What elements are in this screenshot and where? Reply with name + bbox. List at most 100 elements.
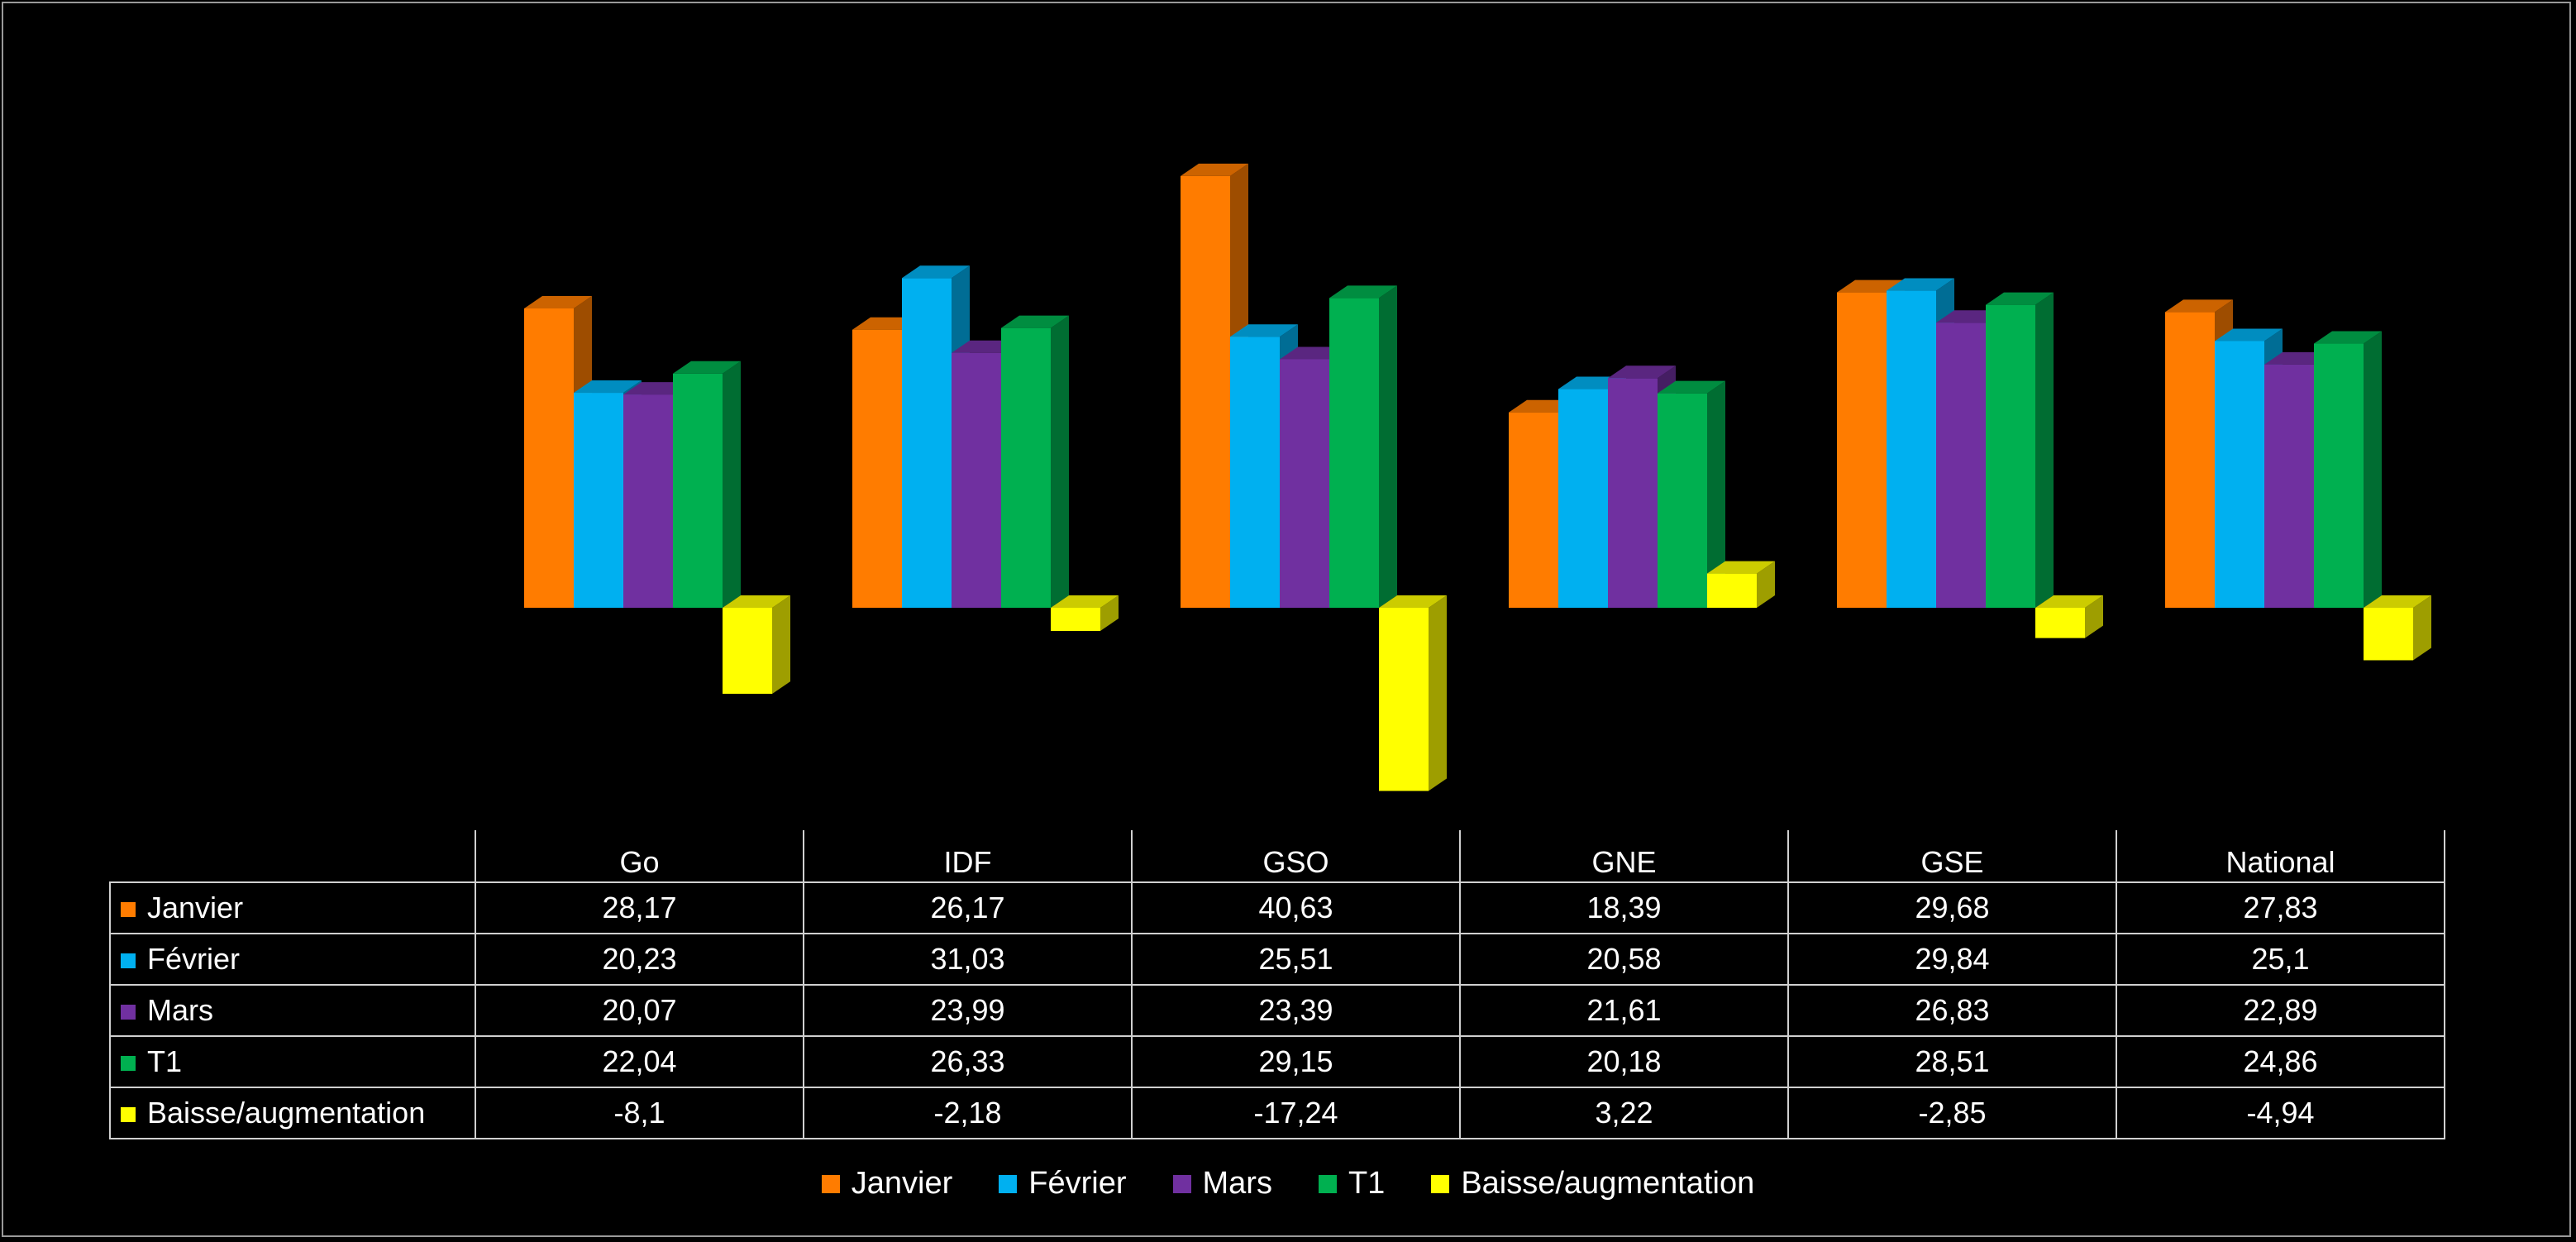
bar-group-idf — [852, 265, 1119, 632]
data-cell: 20,58 — [1459, 933, 1789, 986]
bar-top — [1608, 365, 1676, 379]
bar-side — [772, 595, 790, 695]
category-label: IDF — [803, 830, 1133, 883]
series-swatch — [121, 902, 136, 917]
category-label: Go — [475, 830, 804, 883]
series-name: Janvier — [147, 891, 244, 924]
bar-top — [2035, 595, 2103, 608]
data-cell: 21,61 — [1459, 984, 1789, 1037]
data-cell: 25,51 — [1131, 933, 1461, 986]
series-swatch — [121, 953, 136, 968]
bar-gso-4 — [1379, 595, 1447, 791]
series-name: T1 — [147, 1044, 183, 1078]
bar-top — [1986, 292, 2054, 305]
bar-gso-3 — [1329, 285, 1397, 608]
legend-label: Mars — [1202, 1166, 1272, 1201]
bar-go-4 — [723, 595, 790, 695]
bar-front — [1837, 292, 1887, 608]
bar-top — [1181, 163, 1248, 176]
bar-idf-3 — [1001, 315, 1069, 608]
data-cell: 18,39 — [1459, 881, 1789, 934]
legend-label: T1 — [1348, 1166, 1386, 1201]
data-cell: 29,84 — [1787, 933, 2117, 986]
legend-item: T1 — [1318, 1166, 1386, 1201]
bar-gne-4 — [1707, 561, 1775, 608]
legend-item: Baisse/augmentation — [1431, 1166, 1754, 1201]
bar-top — [1658, 380, 1725, 394]
data-cell: 40,63 — [1131, 881, 1461, 934]
bar-front — [2264, 364, 2314, 608]
series-row-label: Mars — [109, 984, 476, 1037]
bar-front — [2035, 608, 2085, 638]
bar-top — [1329, 285, 1397, 299]
data-cell: 27,83 — [2116, 881, 2445, 934]
legend-label: Février — [1028, 1166, 1127, 1201]
data-cell: -4,94 — [2116, 1087, 2445, 1139]
data-cell: 31,03 — [803, 933, 1133, 986]
bar-side — [2035, 292, 2054, 608]
bar-front — [952, 352, 1001, 608]
data-cell: 23,39 — [1131, 984, 1461, 1037]
bar-top — [524, 296, 592, 309]
series-row-label: T1 — [109, 1035, 476, 1088]
bar-top — [723, 595, 790, 608]
data-cell: 29,68 — [1787, 881, 2117, 934]
series-swatch — [121, 1107, 136, 1122]
series-name: Mars — [147, 993, 213, 1027]
bar-go-3 — [673, 361, 741, 608]
table-row: Février 20,23 31,03 25,51 20,58 29,84 25,1 — [109, 933, 2445, 986]
bar-front — [2364, 608, 2413, 661]
bar-front — [1230, 337, 1280, 608]
category-label: GSO — [1131, 830, 1461, 883]
legend-swatch — [1318, 1174, 1337, 1193]
bar-top — [2215, 328, 2283, 342]
bar-top — [673, 361, 741, 374]
series-row-label: Février — [109, 933, 476, 986]
bar-side — [1379, 285, 1397, 608]
bar-front — [1051, 608, 1100, 632]
bar-top — [2165, 299, 2233, 313]
table-row: Baisse/augmentation -8,1 -2,18 -17,24 3,22 -2… — [109, 1087, 2445, 1139]
bar-front — [1181, 175, 1230, 609]
data-cell: 28,17 — [475, 881, 804, 934]
legend-swatch — [999, 1174, 1018, 1193]
bar-group-go — [524, 296, 790, 695]
table-row: T1 22,04 26,33 29,15 20,18 28,51 24,86 — [109, 1035, 2445, 1088]
data-cell: 26,33 — [803, 1035, 1133, 1088]
bar-front — [902, 278, 952, 608]
legend-label: Janvier — [851, 1166, 953, 1201]
bar-side — [1100, 595, 1119, 632]
bar-side — [1051, 315, 1069, 608]
bar-top — [2364, 595, 2431, 608]
legend-swatch — [821, 1174, 840, 1193]
bar-idf-4 — [1051, 595, 1119, 632]
bar-front — [1379, 608, 1429, 791]
bar-front — [1608, 378, 1658, 608]
data-cell: 20,07 — [475, 984, 804, 1037]
bar-front — [723, 608, 772, 695]
bar-top — [1051, 595, 1119, 608]
data-cell: 3,22 — [1459, 1087, 1789, 1139]
bar-top — [574, 380, 642, 394]
bar-front — [673, 373, 723, 608]
chart-plot — [524, 163, 2431, 791]
bar-front — [2215, 341, 2264, 608]
bar-top — [1001, 315, 1069, 328]
bar-side — [1429, 595, 1447, 791]
legend-item: Mars — [1172, 1166, 1272, 1201]
data-cell: -2,18 — [803, 1087, 1133, 1139]
bar-side — [1707, 380, 1725, 608]
bar-top — [1887, 278, 1954, 291]
series-swatch — [121, 1005, 136, 1020]
bar-side — [2364, 331, 2382, 608]
legend-label: Baisse/augmentation — [1461, 1166, 1755, 1201]
bar-front — [1001, 327, 1051, 608]
data-cell: 22,89 — [2116, 984, 2445, 1037]
bar-front — [1509, 412, 1558, 608]
bar-front — [2165, 312, 2215, 608]
bar-group-gso — [1181, 163, 1447, 791]
table-row: Mars 20,07 23,99 23,39 21,61 26,83 22,89 — [109, 984, 2445, 1037]
bar-gse-3 — [1986, 292, 2054, 608]
category-label: GNE — [1459, 830, 1789, 883]
bar-side — [723, 361, 741, 608]
